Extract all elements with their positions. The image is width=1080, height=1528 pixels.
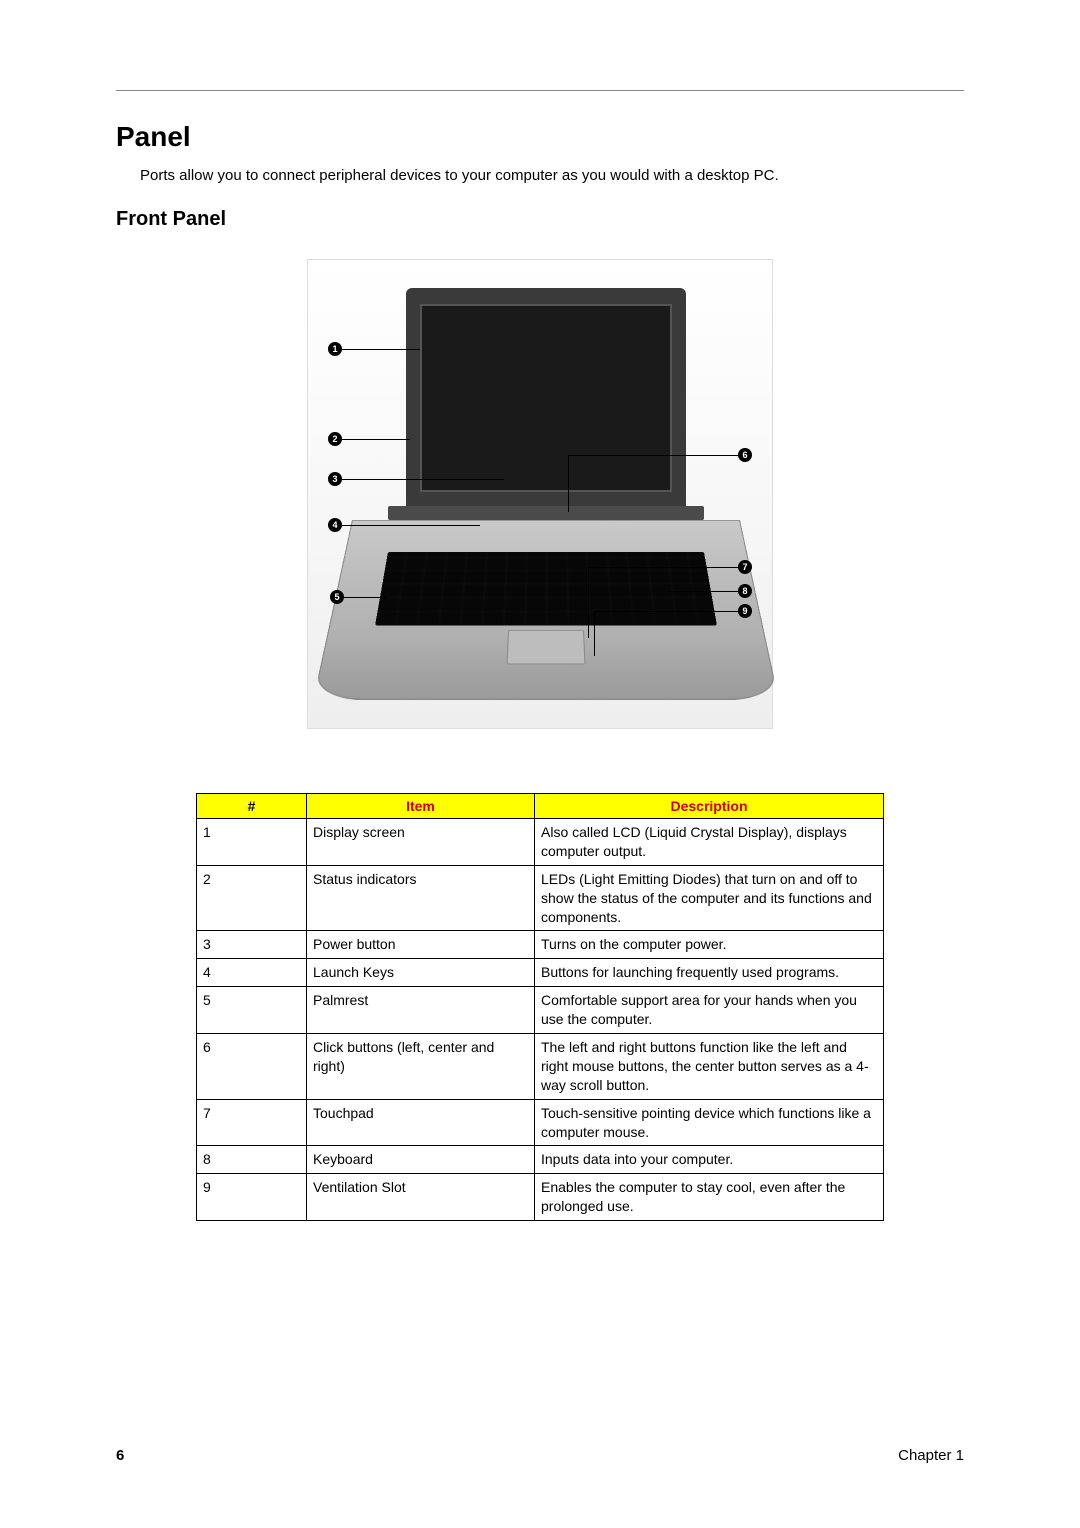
cell-number: 6 <box>197 1034 307 1100</box>
callout-marker: 6 <box>738 448 752 462</box>
page-title: Panel <box>116 121 964 153</box>
leader-line <box>668 591 738 592</box>
cell-desc: Comfortable support area for your hands … <box>535 987 884 1034</box>
cell-desc: The left and right buttons function like… <box>535 1034 884 1100</box>
col-header-item: Item <box>307 794 535 819</box>
callout-marker: 3 <box>328 472 342 486</box>
laptop-keyboard <box>375 552 717 625</box>
cell-item: Launch Keys <box>307 959 535 987</box>
cell-desc: Also called LCD (Liquid Crystal Display)… <box>535 819 884 866</box>
cell-number: 9 <box>197 1174 307 1221</box>
callout-marker: 1 <box>328 342 342 356</box>
laptop-touchpad <box>507 630 586 664</box>
leader-line <box>342 439 410 440</box>
col-header-number: # <box>197 794 307 819</box>
front-panel-figure: 1 2 3 4 5 6 7 8 9 <box>307 259 773 729</box>
cell-number: 2 <box>197 865 307 931</box>
callout-marker: 4 <box>328 518 342 532</box>
cell-desc: Touch-sensitive pointing device which fu… <box>535 1099 884 1146</box>
cell-number: 3 <box>197 931 307 959</box>
table-row: 6Click buttons (left, center and right)T… <box>197 1034 884 1100</box>
parts-table: # Item Description 1Display screenAlso c… <box>196 793 884 1221</box>
leader-line <box>594 611 595 656</box>
page-footer: 6 Chapter 1 <box>116 1447 964 1464</box>
top-rule <box>116 90 964 91</box>
callout-marker: 7 <box>738 560 752 574</box>
callout-marker: 2 <box>328 432 342 446</box>
leader-line <box>588 567 738 568</box>
cell-item: Power button <box>307 931 535 959</box>
leader-line <box>342 349 420 350</box>
cell-item: Touchpad <box>307 1099 535 1146</box>
table-row: 4Launch KeysButtons for launching freque… <box>197 959 884 987</box>
cell-desc: Enables the computer to stay cool, even … <box>535 1174 884 1221</box>
leader-line <box>568 455 569 512</box>
cell-desc: LEDs (Light Emitting Diodes) that turn o… <box>535 865 884 931</box>
cell-item: Palmrest <box>307 987 535 1034</box>
col-header-desc: Description <box>535 794 884 819</box>
chapter-label: Chapter 1 <box>898 1447 964 1464</box>
section-title: Front Panel <box>116 208 964 231</box>
cell-item: Ventilation Slot <box>307 1174 535 1221</box>
table-row: 5PalmrestComfortable support area for yo… <box>197 987 884 1034</box>
leader-line <box>594 611 738 612</box>
cell-item: Display screen <box>307 819 535 866</box>
cell-item: Status indicators <box>307 865 535 931</box>
table-row: 3Power buttonTurns on the computer power… <box>197 931 884 959</box>
cell-number: 5 <box>197 987 307 1034</box>
laptop-screen <box>420 304 672 492</box>
table-row: 7TouchpadTouch-sensitive pointing device… <box>197 1099 884 1146</box>
cell-item: Keyboard <box>307 1146 535 1174</box>
callout-marker: 8 <box>738 584 752 598</box>
cell-desc: Inputs data into your computer. <box>535 1146 884 1174</box>
leader-line <box>588 567 589 638</box>
intro-text: Ports allow you to connect peripheral de… <box>140 167 964 184</box>
laptop-hinge <box>388 506 704 520</box>
callout-marker: 5 <box>330 590 344 604</box>
cell-number: 8 <box>197 1146 307 1174</box>
table-row: 9Ventilation SlotEnables the computer to… <box>197 1174 884 1221</box>
table-row: 2Status indicatorsLEDs (Light Emitting D… <box>197 865 884 931</box>
leader-line <box>342 525 480 526</box>
leader-line <box>342 479 504 480</box>
table-header-row: # Item Description <box>197 794 884 819</box>
cell-number: 7 <box>197 1099 307 1146</box>
leader-line <box>568 455 738 456</box>
table-row: 1Display screenAlso called LCD (Liquid C… <box>197 819 884 866</box>
cell-desc: Buttons for launching frequently used pr… <box>535 959 884 987</box>
cell-number: 1 <box>197 819 307 866</box>
page-number: 6 <box>116 1447 124 1464</box>
cell-item: Click buttons (left, center and right) <box>307 1034 535 1100</box>
cell-number: 4 <box>197 959 307 987</box>
laptop-screen-bezel <box>406 288 686 508</box>
page: Panel Ports allow you to connect periphe… <box>0 0 1080 1528</box>
callout-marker: 9 <box>738 604 752 618</box>
cell-desc: Turns on the computer power. <box>535 931 884 959</box>
table-row: 8KeyboardInputs data into your computer. <box>197 1146 884 1174</box>
leader-line <box>344 597 386 598</box>
